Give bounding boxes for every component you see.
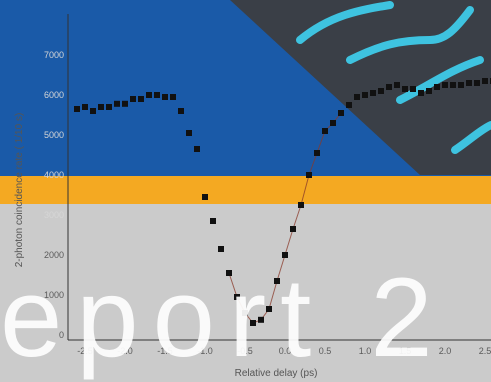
data-point [482,78,488,84]
x-tick-label: -2.0 [117,346,133,356]
data-point [242,310,248,316]
data-point [290,226,296,232]
data-point [274,278,280,284]
x-tick-labels: -2.5 -2.0 -1.5 -1.0 -0.5 0.0 0.5 1.0 1.5 2.0 2.5 [77,346,491,356]
data-point [346,102,352,108]
data-point [434,84,440,90]
data-point [418,90,424,96]
data-point [370,90,376,96]
cyan-waveguides [296,1,491,154]
data-point [402,86,408,92]
data-point [378,88,384,94]
data-point [106,104,112,110]
y-tick-label: 1000 [44,290,64,300]
data-point [146,92,152,98]
data-point [194,146,200,152]
x-tick-label: -1.5 [157,346,173,356]
data-point [178,108,184,114]
data-point [426,88,432,94]
data-point [258,316,264,323]
data-point [458,82,464,88]
x-tick-label: 0.5 [319,346,332,356]
y-tick-label: 3000 [44,210,64,220]
data-point [338,110,344,116]
data-point [234,294,240,300]
data-point [154,92,160,98]
y-tick-label: 5000 [44,130,64,140]
data-point [474,80,480,86]
data-point [130,96,136,102]
data-point [98,104,104,110]
data-points [74,78,491,326]
data-point [202,194,208,200]
y-tick-label: 2000 [44,250,64,260]
x-tick-label: 1.0 [359,346,372,356]
x-tick-label: -0.5 [237,346,253,356]
data-point [162,94,168,100]
data-point [442,82,448,88]
x-tick-label: -2.5 [77,346,93,356]
data-point [138,96,144,102]
data-point [226,270,232,276]
orange-band [0,176,491,204]
data-point [266,306,272,312]
data-point [306,172,312,178]
data-point [74,106,80,112]
y-tick-label: 0 [59,330,64,340]
data-point [362,92,368,98]
data-point [114,100,120,107]
x-tick-label: -1.0 [197,346,213,356]
x-axis-title: Relative delay (ps) [235,368,318,379]
data-point [122,100,128,107]
data-point [298,202,304,208]
data-point [330,120,336,126]
data-point [314,150,320,156]
data-point [354,94,360,100]
data-point [322,128,328,134]
data-point [90,108,96,114]
data-point [282,252,288,258]
data-point [82,104,88,110]
data-point [250,320,256,326]
data-point [218,246,224,252]
x-tick-label: 2.0 [439,346,452,356]
y-tick-label: 6000 [44,90,64,100]
data-point [466,80,472,86]
data-point [170,94,176,100]
x-tick-label: 1.5 [399,346,412,356]
data-point [394,82,400,88]
data-point [410,86,416,92]
x-tick-label: 0.0 [279,346,292,356]
data-point [450,82,456,88]
y-tick-label: 4000 [44,170,64,180]
data-point [386,84,392,90]
x-tick-label: 2.5 [479,346,491,356]
data-point [210,218,216,224]
y-tick-labels: 0 1000 2000 3000 4000 5000 6000 7000 [44,50,64,340]
y-tick-label: 7000 [44,50,64,60]
y-axis-title: 2-photon coincidence rate ( 1/10 s) [14,113,25,268]
overlay-text: eport 2 [0,255,447,380]
data-point [186,130,192,136]
